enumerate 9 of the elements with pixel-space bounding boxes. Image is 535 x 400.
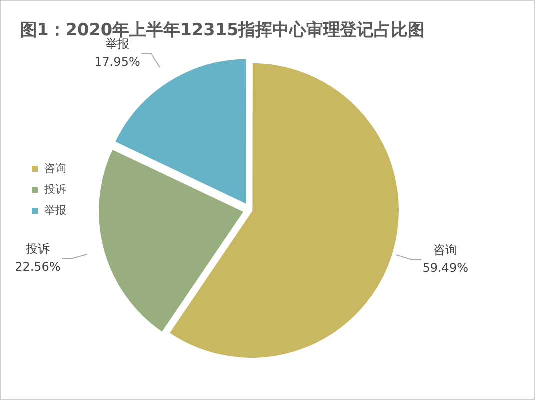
- data-label: 59.49%: [422, 260, 468, 275]
- slice-label: 举报: [105, 37, 130, 52]
- slice-label: 投诉: [24, 242, 50, 256]
- slice-label: 咨询: [434, 242, 458, 257]
- legend-label: 投诉: [44, 182, 66, 196]
- data-label: 17.95%: [94, 55, 140, 70]
- data-label: 22.56%: [15, 260, 61, 274]
- legend-label: 咨询: [44, 162, 66, 175]
- legend-label: 举报: [44, 204, 66, 217]
